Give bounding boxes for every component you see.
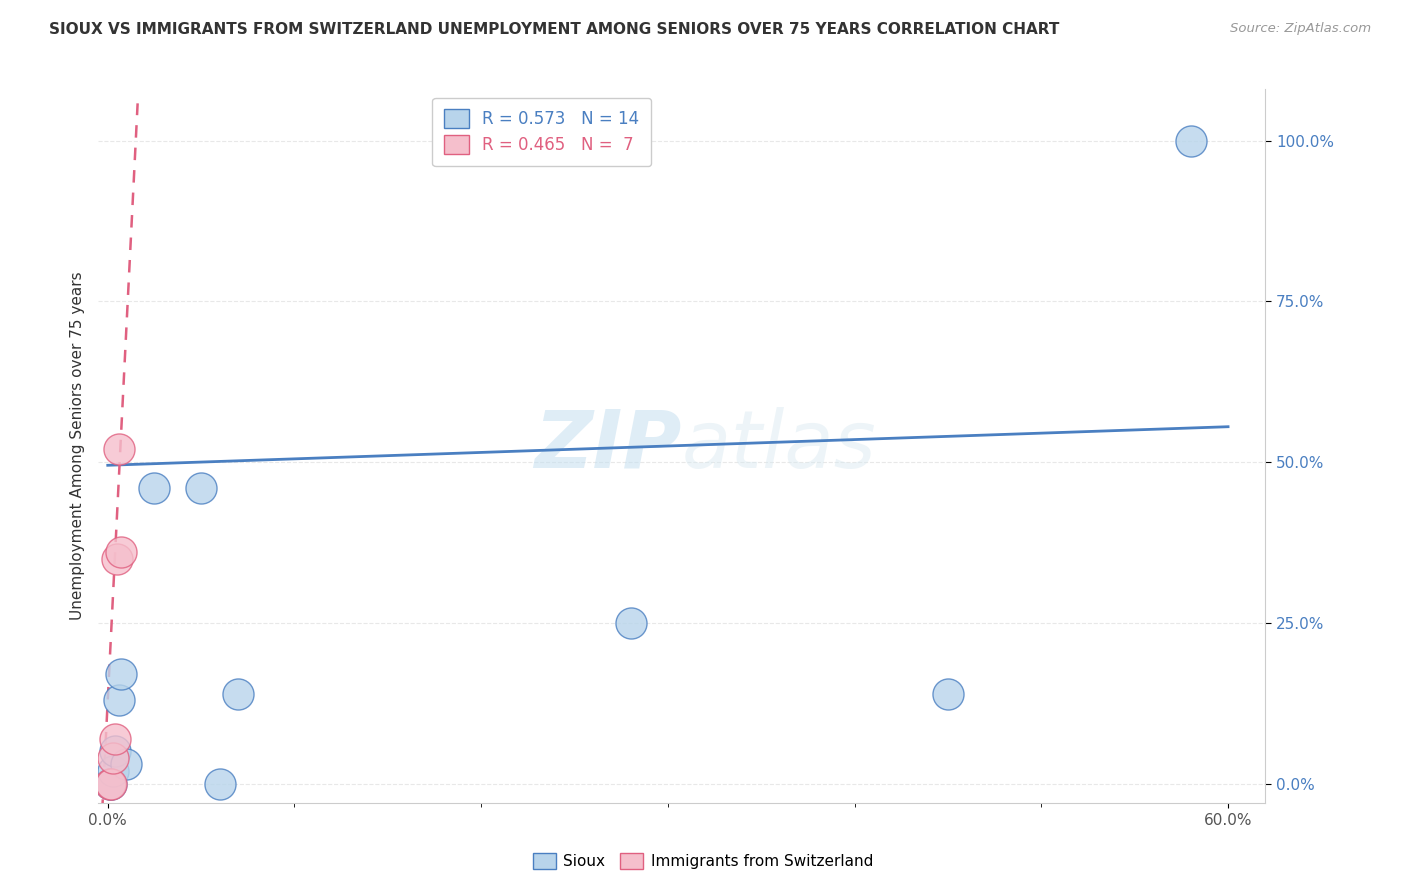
Point	[208, 776, 231, 790]
Point	[936, 686, 959, 700]
Y-axis label: Unemployment Among Seniors over 75 years: Unemployment Among Seniors over 75 years	[69, 272, 84, 620]
Point	[100, 776, 122, 790]
Point	[115, 757, 138, 772]
Point	[103, 764, 125, 778]
Point	[100, 776, 122, 790]
Point	[110, 667, 132, 681]
Point	[619, 615, 641, 630]
Text: Source: ZipAtlas.com: Source: ZipAtlas.com	[1230, 22, 1371, 36]
Point	[105, 551, 128, 566]
Point	[1180, 134, 1202, 148]
Point	[108, 693, 131, 707]
Legend: Sioux, Immigrants from Switzerland: Sioux, Immigrants from Switzerland	[526, 847, 880, 875]
Point	[104, 731, 127, 746]
Point	[103, 751, 125, 765]
Point	[143, 481, 166, 495]
Text: ZIP: ZIP	[534, 407, 682, 485]
Point	[98, 776, 121, 790]
Point	[110, 545, 132, 559]
Point	[108, 442, 131, 457]
Point	[98, 776, 121, 790]
Point	[190, 481, 212, 495]
Text: atlas: atlas	[682, 407, 877, 485]
Point	[228, 686, 250, 700]
Text: SIOUX VS IMMIGRANTS FROM SWITZERLAND UNEMPLOYMENT AMONG SENIORS OVER 75 YEARS CO: SIOUX VS IMMIGRANTS FROM SWITZERLAND UNE…	[49, 22, 1060, 37]
Point	[104, 744, 127, 758]
Legend: R = 0.573   N = 14, R = 0.465   N =  7: R = 0.573 N = 14, R = 0.465 N = 7	[433, 97, 651, 166]
